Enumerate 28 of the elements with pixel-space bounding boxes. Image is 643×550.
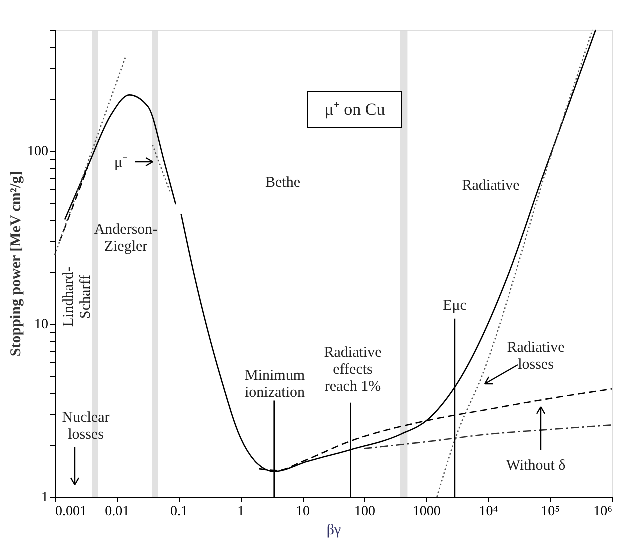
annotation: μ⁻ bbox=[114, 155, 128, 171]
x-tick-label: 10 bbox=[296, 504, 310, 520]
line-series bbox=[364, 424, 613, 450]
annotation: Minimum ionization bbox=[244, 368, 306, 401]
x-tick-label: 10⁶ bbox=[594, 504, 613, 520]
x-tick-label: 0.01 bbox=[105, 504, 130, 520]
annotation: Anderson- Ziegler bbox=[94, 222, 158, 255]
x-tick-label: 10⁴ bbox=[479, 504, 498, 520]
annotation: Bethe bbox=[266, 175, 301, 191]
annotation: Lindhard- Scharff bbox=[61, 267, 94, 327]
y-tick-label: 10 bbox=[34, 317, 48, 332]
annotation: Radiative effects reach 1% bbox=[324, 345, 382, 395]
x-tick-label: 10⁵ bbox=[541, 504, 560, 520]
x-axis-title: βγ bbox=[326, 522, 342, 538]
x-tick-label: 0.1 bbox=[170, 504, 188, 520]
annotation: Eμc bbox=[443, 298, 468, 314]
text: μ⁺ on Cu bbox=[324, 100, 386, 119]
annotation: Without δ bbox=[506, 458, 566, 474]
x-tick-label: 1 bbox=[238, 504, 245, 520]
x-tick-label: 0.001 bbox=[56, 504, 87, 520]
x-tick-label: 1000 bbox=[412, 504, 441, 520]
y-tick-label: 100 bbox=[28, 144, 48, 160]
x-tick-label: 100 bbox=[354, 504, 376, 520]
y-axis-title: Stopping power [MeV cm²/g] bbox=[8, 171, 24, 357]
y-tick-label: 1 bbox=[42, 490, 48, 506]
annotation: Radiative bbox=[462, 178, 520, 194]
annotation: Nuclear losses bbox=[62, 410, 110, 443]
annotation: Radiative losses bbox=[507, 340, 566, 373]
